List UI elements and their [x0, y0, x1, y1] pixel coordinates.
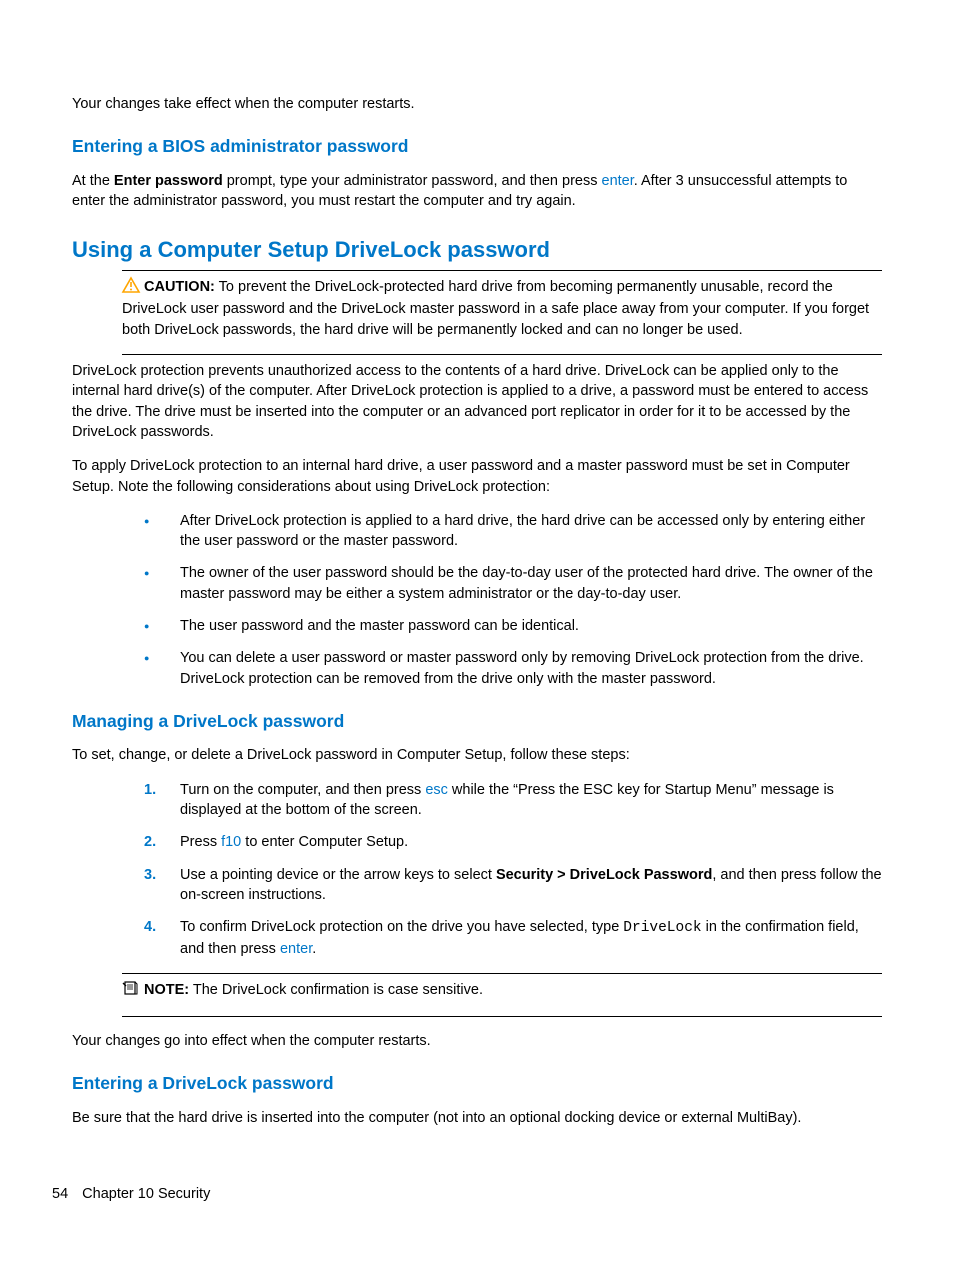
heading-bios: Entering a BIOS administrator password — [72, 134, 882, 159]
note-label: NOTE: — [144, 982, 189, 998]
divider — [122, 1016, 882, 1017]
text-fragment: Turn on the computer, and then press — [180, 782, 425, 798]
text-fragment: To confirm DriveLock protection on the d… — [180, 919, 623, 935]
divider — [122, 354, 882, 355]
managing-after-note: Your changes go into effect when the com… — [72, 1031, 882, 1051]
heading-drivelock: Using a Computer Setup DriveLock passwor… — [72, 235, 882, 266]
text-fragment: prompt, type your administrator password… — [223, 173, 602, 189]
bold-text: Security > DriveLock Password — [496, 867, 712, 883]
text-fragment: . — [312, 941, 316, 957]
note-text: The DriveLock confirmation is case sensi… — [189, 982, 483, 998]
divider — [122, 973, 882, 974]
text-fragment: At the — [72, 173, 114, 189]
drivelock-p1: DriveLock protection prevents unauthoriz… — [72, 361, 882, 442]
intro-paragraph: Your changes take effect when the comput… — [72, 94, 882, 114]
key-enter: enter — [602, 173, 634, 189]
list-item: 1. Turn on the computer, and then press … — [180, 780, 882, 821]
step-number: 3. — [144, 865, 156, 885]
drivelock-p2: To apply DriveLock protection to an inte… — [72, 456, 882, 497]
bold-text: Enter password — [114, 173, 223, 189]
key-enter: enter — [280, 941, 312, 957]
list-item: 2. Press f10 to enter Computer Setup. — [180, 832, 882, 852]
chapter-label: Chapter 10 Security — [82, 1186, 210, 1202]
caution-label: CAUTION: — [144, 279, 215, 295]
text-fragment: Use a pointing device or the arrow keys … — [180, 867, 496, 883]
text-fragment: to enter Computer Setup. — [241, 834, 408, 850]
step-number: 2. — [144, 832, 156, 852]
note-body: NOTE: The DriveLock confirmation is case… — [144, 982, 483, 998]
list-item: 3. Use a pointing device or the arrow ke… — [180, 865, 882, 906]
caution-icon — [122, 277, 144, 299]
heading-entering: Entering a DriveLock password — [72, 1071, 882, 1096]
divider — [122, 270, 882, 271]
page-number: 54 — [52, 1186, 68, 1202]
step-number: 4. — [144, 917, 156, 937]
list-item: The owner of the user password should be… — [180, 563, 882, 604]
caution-body: CAUTION: To prevent the DriveLock-protec… — [122, 279, 869, 338]
step-number: 1. — [144, 780, 156, 800]
managing-steps: 1. Turn on the computer, and then press … — [72, 780, 882, 959]
key-esc: esc — [425, 782, 448, 798]
heading-managing: Managing a DriveLock password — [72, 709, 882, 734]
caution-text: To prevent the DriveLock-protected hard … — [122, 279, 869, 338]
list-item: 4. To confirm DriveLock protection on th… — [180, 917, 882, 959]
document-page: Your changes take effect when the comput… — [0, 0, 954, 1264]
managing-p1: To set, change, or delete a DriveLock pa… — [72, 745, 882, 765]
caution-callout: CAUTION: To prevent the DriveLock-protec… — [122, 277, 882, 340]
drivelock-bullets: After DriveLock protection is applied to… — [72, 511, 882, 689]
entering-p1: Be sure that the hard drive is inserted … — [72, 1108, 882, 1128]
note-callout: NOTE: The DriveLock confirmation is case… — [122, 980, 882, 1002]
list-item: You can delete a user password or master… — [180, 648, 882, 689]
mono-text: DriveLock — [623, 920, 701, 936]
text-fragment: Press — [180, 834, 221, 850]
note-icon — [122, 980, 144, 1002]
list-item: The user password and the master passwor… — [180, 616, 882, 636]
key-f10: f10 — [221, 834, 241, 850]
list-item: After DriveLock protection is applied to… — [180, 511, 882, 552]
page-footer: 54 Chapter 10 Security — [52, 1184, 210, 1204]
bios-paragraph: At the Enter password prompt, type your … — [72, 171, 882, 212]
